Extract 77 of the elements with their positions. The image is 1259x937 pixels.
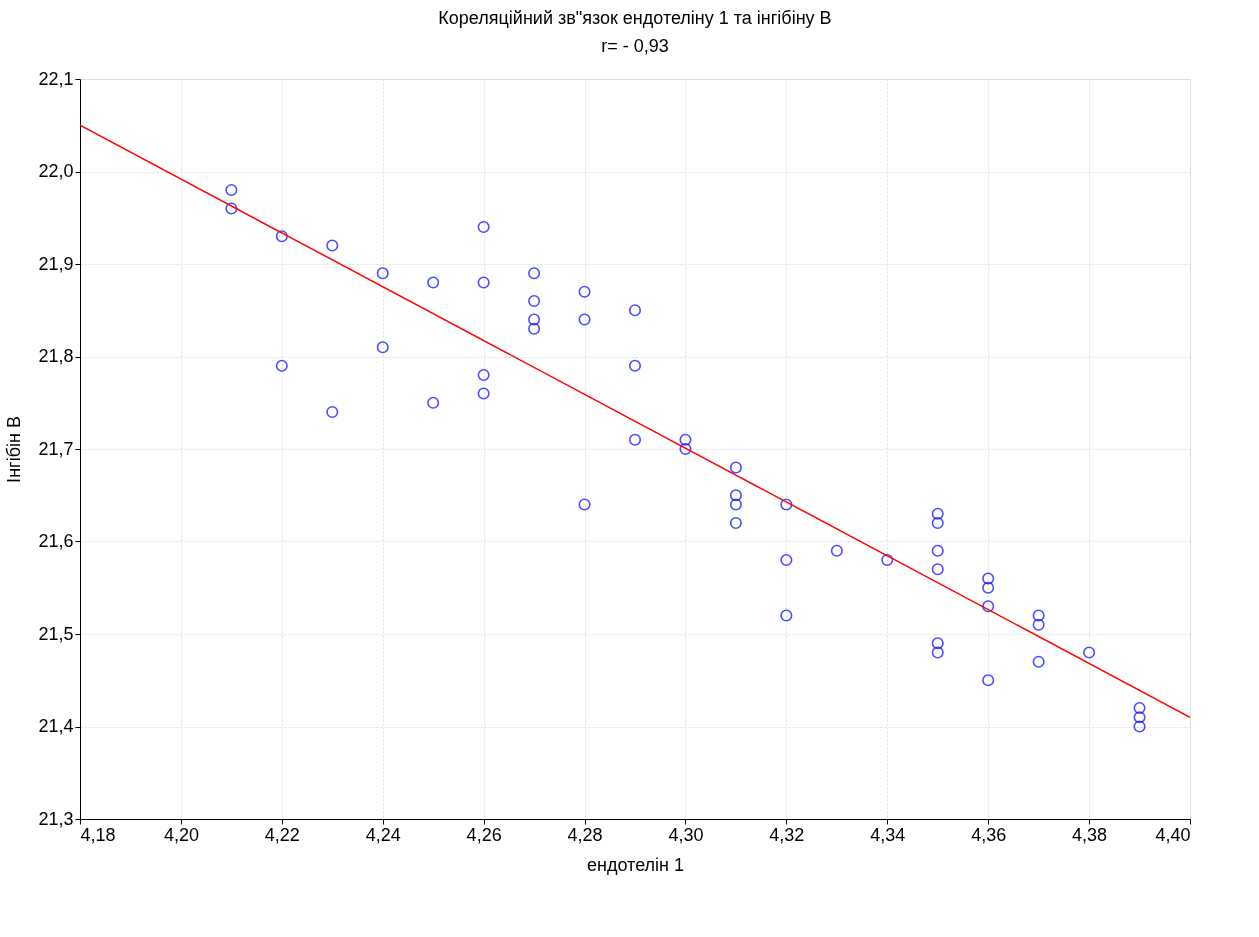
point: [628, 359, 642, 372]
point: [578, 313, 591, 326]
point: [275, 230, 288, 243]
point: [931, 544, 944, 557]
point: [376, 341, 389, 354]
point: [931, 646, 944, 659]
y-tick-label: 21,8: [38, 346, 74, 366]
point: [931, 563, 944, 576]
point: [931, 507, 944, 520]
point: [729, 498, 742, 511]
x-tick-label: 4,28: [567, 824, 603, 845]
point: [427, 276, 440, 289]
point: [376, 267, 389, 280]
chart-title: Кореляційний зв"язок ендотеліну 1 та інгібіну В: [438, 8, 832, 28]
point: [225, 202, 238, 215]
point: [628, 304, 642, 317]
x-tick-label: 4,40: [1155, 824, 1191, 845]
point: [982, 572, 995, 585]
point: [982, 674, 995, 687]
point: [780, 498, 793, 511]
point: [326, 405, 339, 419]
point: [1133, 711, 1146, 724]
y-tick-label: 21,6: [38, 531, 74, 551]
x-tick-label: 4,22: [264, 824, 300, 845]
point: [528, 267, 541, 280]
point: [931, 637, 944, 650]
point: [477, 368, 490, 382]
point: [528, 313, 541, 326]
point: [477, 276, 490, 289]
point: [780, 553, 793, 567]
point: [528, 322, 541, 335]
point: [982, 581, 995, 594]
point: [427, 396, 440, 409]
y-tick-label: 22,0: [38, 161, 74, 181]
point: [275, 359, 288, 372]
point: [780, 609, 793, 622]
x-tick-label: 4,32: [769, 824, 805, 845]
point: [477, 220, 490, 234]
x-tick-label: 4,18: [80, 824, 116, 845]
point: [729, 461, 742, 474]
y-tick-label: 21,4: [38, 716, 74, 736]
x-tick-label: 4,26: [466, 824, 502, 845]
x-tick-label: 4,30: [668, 824, 704, 845]
point: [578, 498, 591, 511]
point: [326, 239, 339, 252]
x-axis-title: ендотелін 1: [587, 854, 684, 875]
point: [931, 516, 944, 530]
point: [1133, 701, 1146, 715]
point: [225, 183, 238, 197]
point: [679, 433, 692, 446]
point: [528, 294, 541, 308]
point: [729, 489, 742, 502]
point: [628, 433, 642, 446]
x-tick-label: 4,20: [163, 824, 199, 845]
point: [1133, 720, 1146, 733]
point: [1083, 646, 1096, 659]
y-tick-label: 21,9: [38, 253, 74, 274]
y-tick-label: 21,7: [38, 438, 74, 459]
point: [679, 442, 692, 456]
point: [881, 553, 894, 567]
y-axis-title: Інгібін В: [4, 416, 25, 483]
point: [830, 544, 843, 557]
x-tick-label: 4,36: [971, 824, 1007, 845]
x-tick-label: 4,24: [365, 824, 401, 845]
y-tick-label: 22,1: [38, 68, 74, 89]
point: [982, 600, 995, 613]
y-tick-label: 21,5: [38, 623, 74, 644]
point: [1032, 655, 1045, 668]
y-tick-label: 21,3: [38, 808, 74, 829]
chart-subtitle: r= - 0,93: [601, 36, 669, 56]
x-tick-label: 4,34: [870, 824, 906, 845]
point: [729, 516, 742, 530]
point: [578, 285, 591, 298]
point: [477, 387, 490, 400]
point: [1032, 609, 1045, 622]
point: [1032, 618, 1045, 631]
x-tick-label: 4,38: [1072, 824, 1108, 845]
